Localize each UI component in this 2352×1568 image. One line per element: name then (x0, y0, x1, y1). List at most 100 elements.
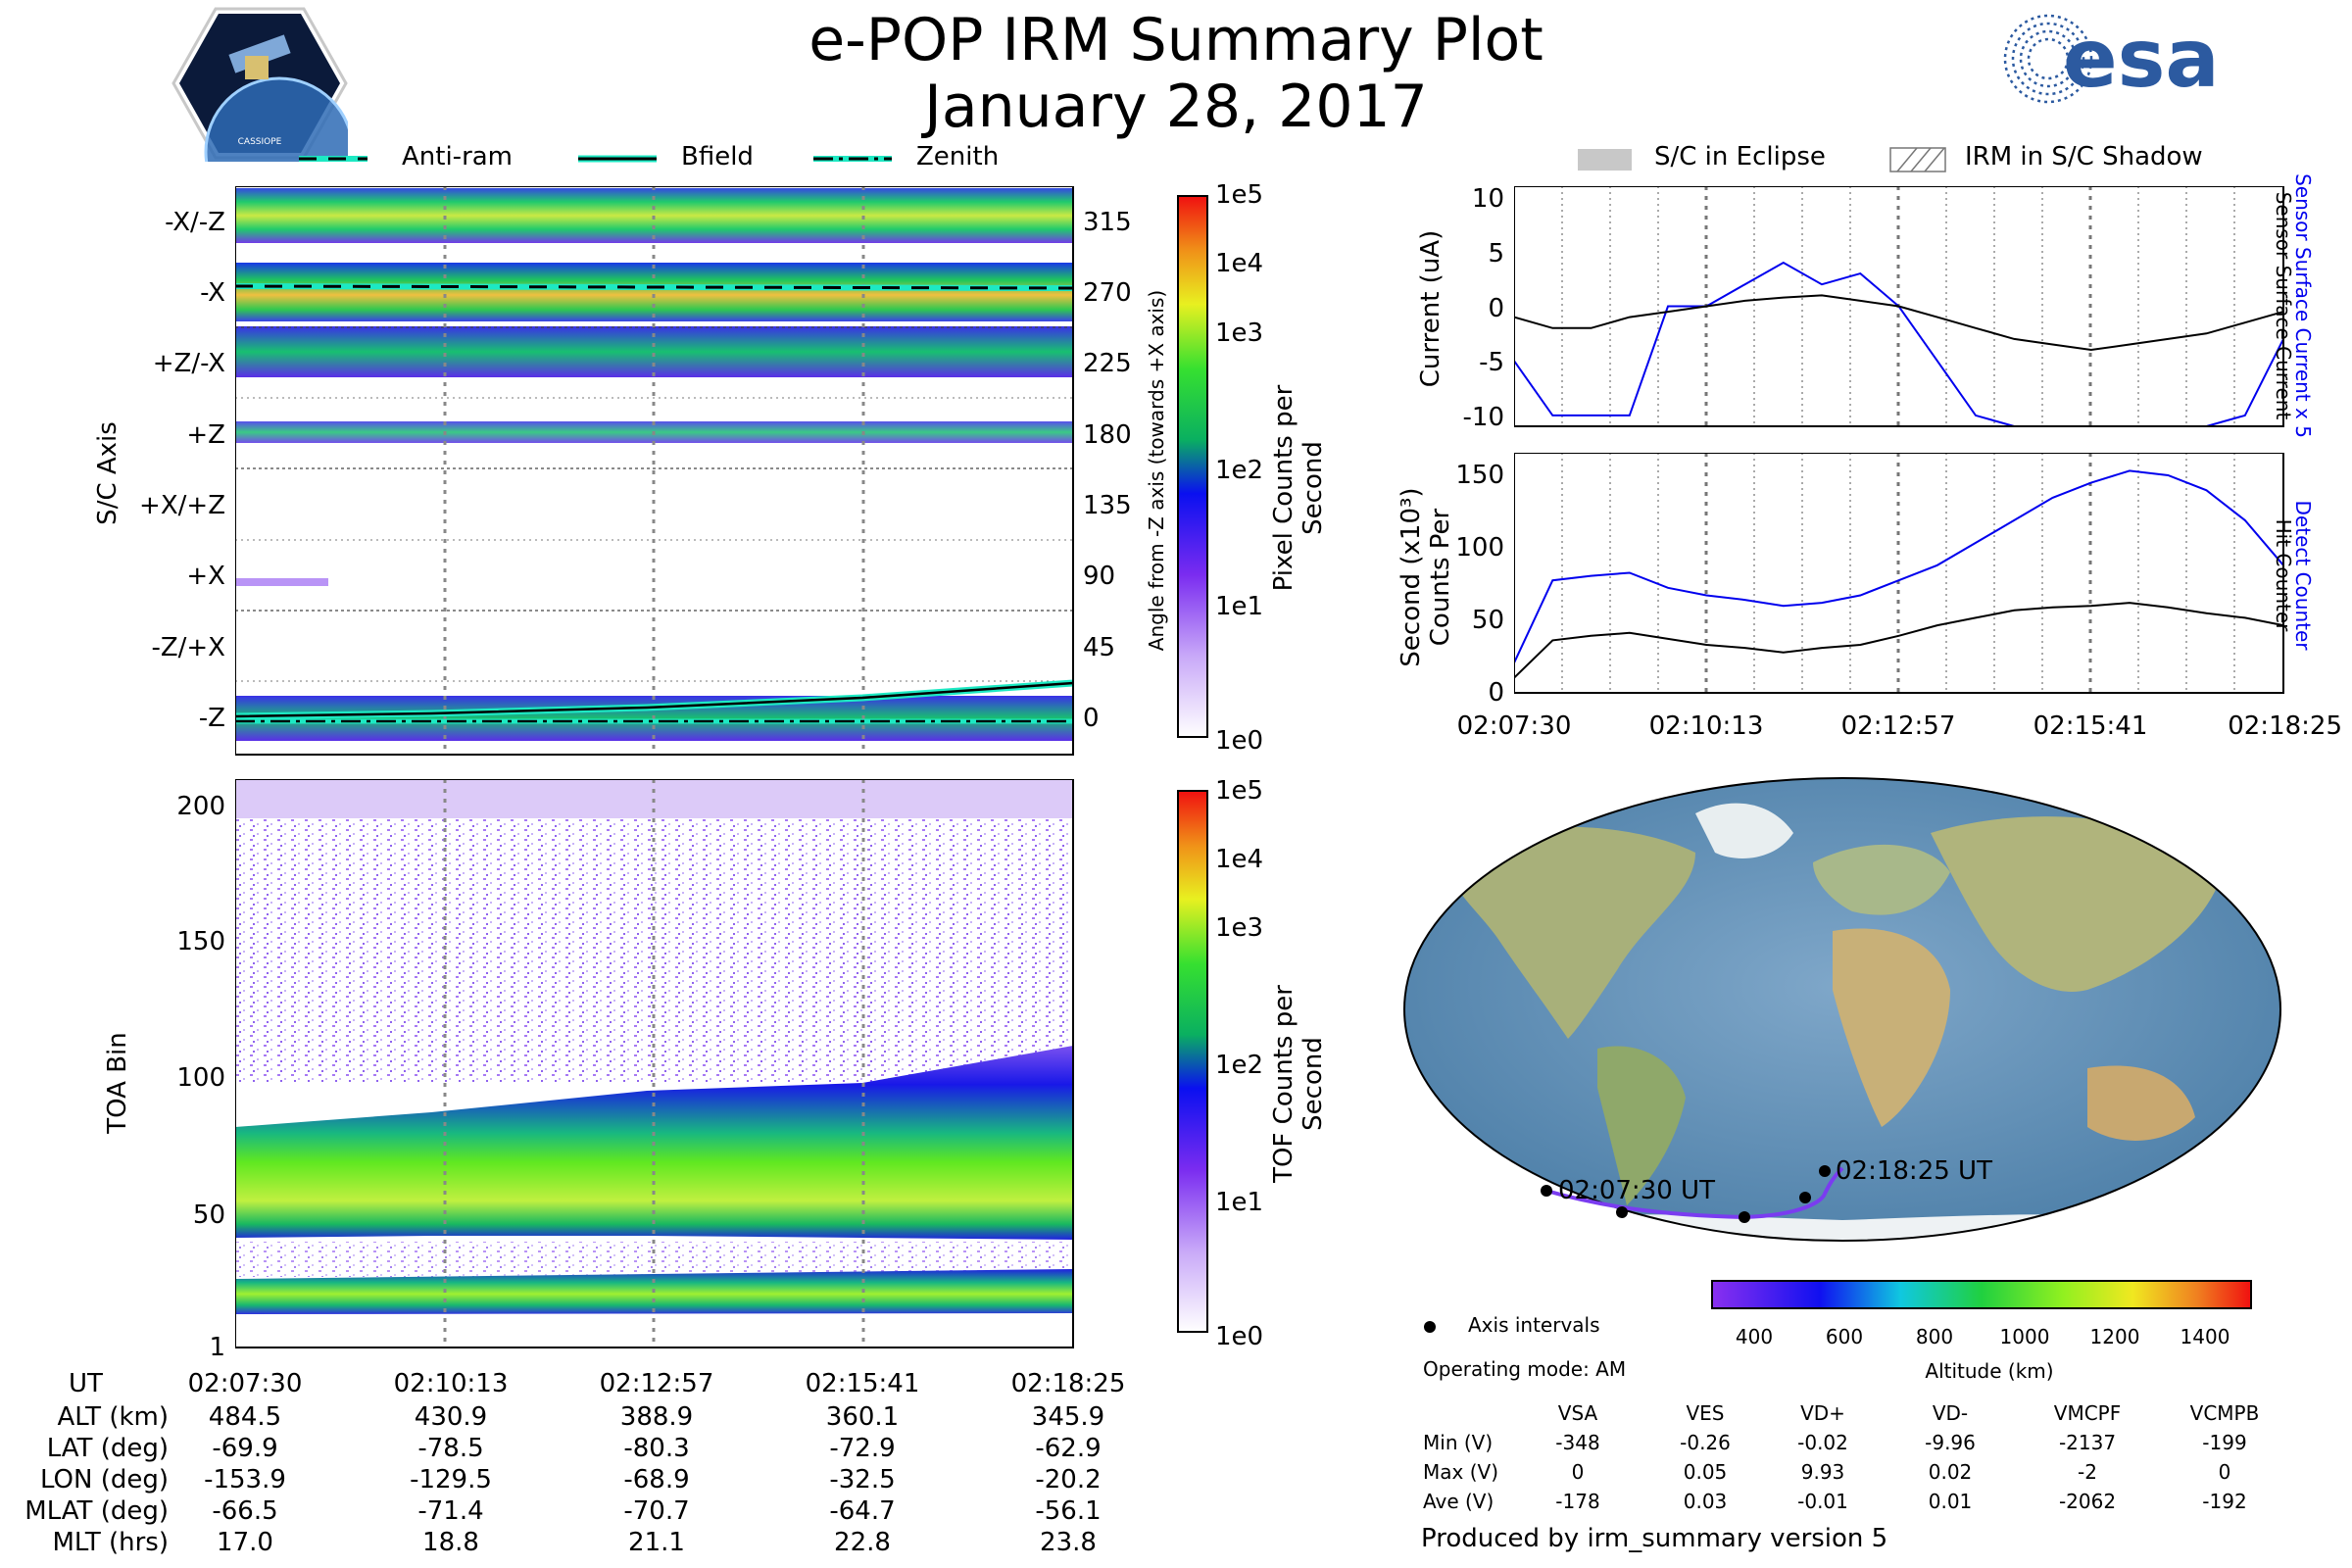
counts-ylabel-2: Second (x10³) (1396, 487, 1426, 667)
toa-tick-label: 1 (209, 1333, 225, 1362)
voltage-value: 0.02 (1928, 1460, 1973, 1484)
toa-spectrogram-chart (235, 779, 1074, 1348)
orbit-row-label: ALT (km) (57, 1402, 169, 1432)
orbit-value: -64.7 (829, 1496, 896, 1526)
voltage-value: -0.02 (1797, 1431, 1848, 1454)
voltage-value: -9.96 (1925, 1431, 1976, 1454)
legend-shadow-label: IRM in S/C Shadow (1965, 142, 2203, 172)
voltage-value: -0.26 (1680, 1431, 1731, 1454)
axis-spectrogram-ylabel: S/C Axis (93, 421, 122, 525)
legend-zenith-swatch (813, 156, 892, 162)
current-tick: -10 (1462, 403, 1504, 432)
operating-mode: Operating mode: AM (1423, 1357, 1627, 1381)
counts-ylabel-1: Counts Per (1426, 508, 1455, 647)
series-line-hit-counter (1514, 602, 2284, 679)
voltage-value: 0.05 (1683, 1460, 1728, 1484)
axis-tick-label: -Z (198, 704, 225, 733)
tof-colorbar-label: TOF Counts per Second (1269, 985, 1328, 1183)
axis-tick-label: -X (200, 278, 225, 308)
voltage-value: 0 (2218, 1460, 2231, 1484)
page-date: January 28, 2017 (924, 73, 1428, 141)
orbit-value: 360.1 (825, 1402, 900, 1432)
counts-tick: 50 (1471, 606, 1504, 635)
current-ylabel: Current (uA) (1416, 229, 1446, 388)
orbit-row-label: MLT (hrs) (52, 1528, 170, 1557)
tof-colorbar-tick: 1e2 (1215, 1051, 1264, 1080)
axis-tick-label: +Z/-X (152, 349, 225, 378)
legend-zenith-label: Zenith (916, 142, 1000, 172)
pixel-colorbar-tick: 1e3 (1215, 318, 1264, 348)
axis-tick-label: -X/-Z (165, 208, 225, 237)
voltage-value: -199 (2202, 1431, 2247, 1454)
orbit-value: -80.3 (623, 1434, 690, 1463)
voltage-col-header: VES (1686, 1401, 1725, 1425)
tof-colorbar-tick: 1e3 (1215, 913, 1264, 943)
orbit-marker (1739, 1211, 1750, 1223)
orbit-value: 388.9 (619, 1402, 694, 1432)
voltage-row-label: Min (V) (1423, 1431, 1494, 1454)
orbit-ut-label: UT (69, 1369, 103, 1398)
axis-tick-label: +Z (186, 420, 225, 450)
legend-bfield-label: Bfield (681, 142, 754, 172)
orbit-value: -62.9 (1035, 1434, 1102, 1463)
voltage-col-header: VCMPB (2189, 1401, 2260, 1425)
tof-colorbar (1177, 790, 1208, 1333)
orbit-row-label: LON (deg) (39, 1465, 169, 1494)
orbit-marker (1799, 1192, 1811, 1203)
tof-colorbar-tick: 1e1 (1215, 1188, 1264, 1217)
axis-tick-label: +X/+Z (139, 491, 225, 520)
voltage-value: 9.93 (1800, 1460, 1845, 1484)
axis-angle-tick: 315 (1083, 208, 1132, 237)
orbit-value: 23.8 (1040, 1528, 1097, 1557)
counts-tick: 0 (1488, 678, 1504, 708)
tof-colorbar-tick: 1e0 (1215, 1322, 1264, 1351)
current-tick: 5 (1488, 239, 1504, 269)
toa-tick-label: 50 (192, 1200, 225, 1230)
altitude-label: Altitude (km) (1925, 1359, 2054, 1383)
current-tick: -5 (1479, 348, 1504, 377)
current-chart (1514, 186, 2284, 427)
altitude-tick: 400 (1735, 1325, 1774, 1348)
voltage-value: -178 (1555, 1490, 1600, 1513)
altitude-tick: 1200 (2089, 1325, 2140, 1348)
counts-xtick: 02:12:57 (1840, 711, 1956, 741)
altitude-colorbar (1711, 1280, 2252, 1309)
orbit-time: 02:07:30 (187, 1369, 303, 1398)
axis-intervals-label: Axis intervals (1468, 1313, 1600, 1337)
legend-antiram-swatch (299, 156, 368, 162)
orbit-row-label: MLAT (deg) (24, 1496, 169, 1526)
counts-xtick: 02:15:41 (2033, 711, 2148, 741)
voltage-col-header: VD- (1932, 1401, 1969, 1425)
orbit-marker (1616, 1206, 1628, 1218)
legend-shadow-swatch (1889, 147, 1946, 172)
pixel-colorbar (1177, 195, 1208, 738)
esa-logo-text: esa (2063, 13, 2220, 106)
legend-eclipse-label: S/C in Eclipse (1654, 142, 1826, 172)
voltage-col-header: VSA (1557, 1401, 1598, 1425)
axis-angle-tick: 90 (1083, 562, 1116, 591)
orbit-time: 02:15:41 (805, 1369, 920, 1398)
series-line-detect-counter (1514, 469, 2284, 663)
counts-tick: 150 (1455, 461, 1504, 490)
legend-eclipse-swatch (1578, 149, 1632, 171)
voltage-value: -0.01 (1797, 1490, 1848, 1513)
axis-angle-tick: 270 (1083, 278, 1132, 308)
axis-tick-label: +X (186, 562, 225, 591)
series-line-sensor-surface-current (1514, 294, 2284, 352)
current-tick: 10 (1471, 184, 1504, 214)
counts-tick: 100 (1455, 533, 1504, 563)
esa-logo: esa (2003, 13, 2220, 106)
footer-text: Produced by irm_summary version 5 (1421, 1524, 1888, 1553)
altitude-tick: 1000 (1999, 1325, 2050, 1348)
legend-bfield-swatch (578, 155, 657, 163)
voltage-row-label: Ave (V) (1423, 1490, 1494, 1513)
toa-tick-label: 150 (176, 927, 225, 956)
altitude-tick: 600 (1825, 1325, 1864, 1348)
current-tick: 0 (1488, 294, 1504, 323)
pixel-colorbar-tick: 1e1 (1215, 592, 1264, 621)
toa-ylabel: TOA Bin (103, 1032, 132, 1134)
orbit-value: -32.5 (829, 1465, 896, 1494)
orbit-time: 02:12:57 (599, 1369, 714, 1398)
pixel-colorbar-tick: 1e4 (1215, 249, 1264, 278)
voltage-value: -192 (2202, 1490, 2247, 1513)
